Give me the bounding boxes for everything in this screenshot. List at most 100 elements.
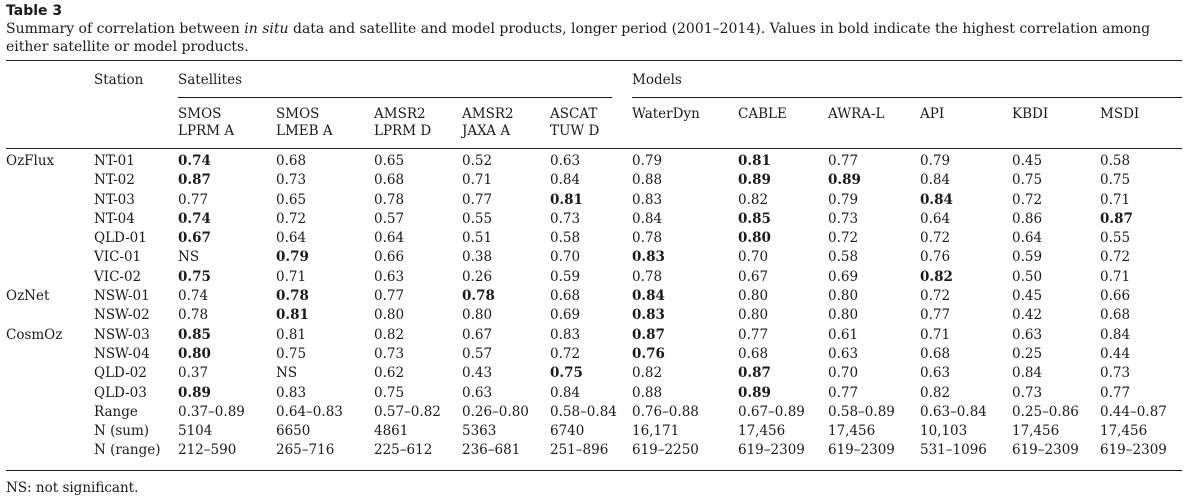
- column-header: API: [920, 100, 1012, 152]
- value-cell: 0.87: [632, 326, 665, 343]
- value-cell: 0.64: [276, 230, 307, 247]
- value-cell: 0.80: [828, 288, 859, 305]
- station-cell: NSW-02: [94, 307, 150, 324]
- value-cell: 0.68: [920, 345, 951, 362]
- value-cell: 0.43: [462, 365, 493, 382]
- value-cell: 0.71: [276, 268, 307, 285]
- value-cell: NS: [276, 365, 298, 382]
- value-cell: 4861: [374, 423, 409, 440]
- value-cell: 0.44–0.87: [1100, 403, 1167, 420]
- station-cell: NSW-04: [94, 345, 150, 362]
- value-cell: 225–612: [374, 442, 433, 459]
- value-cell: 0.88: [632, 172, 663, 189]
- value-cell: 0.87: [178, 172, 211, 189]
- value-cell: 0.26: [462, 268, 493, 285]
- value-cell: 0.75: [1012, 172, 1043, 189]
- network-cell: [6, 345, 94, 364]
- value-cell: 0.79: [920, 153, 951, 169]
- value-cell: 10,103: [920, 423, 968, 440]
- value-cell: 0.57: [374, 210, 405, 227]
- value-cell: 0.80: [738, 230, 771, 247]
- column-header: WaterDyn: [632, 100, 738, 152]
- value-cell: 0.87: [1100, 210, 1133, 227]
- value-cell: 17,456: [828, 423, 876, 440]
- value-cell: 0.64: [374, 230, 405, 247]
- value-cell: 0.75: [550, 365, 583, 382]
- value-cell: 0.82: [374, 326, 405, 343]
- value-cell: 0.83: [632, 191, 663, 208]
- value-cell: 236–681: [462, 442, 521, 459]
- value-cell: 0.84: [920, 191, 953, 208]
- value-cell: 0.89: [828, 172, 861, 189]
- models-rule: [632, 97, 1182, 98]
- network-cell: [6, 441, 94, 460]
- satellites-group-header: Satellites: [178, 72, 243, 88]
- column-header-line1: AMSR2: [462, 106, 514, 122]
- value-cell: 0.76: [632, 345, 665, 362]
- value-cell: 0.37: [178, 365, 209, 382]
- value-cell: 0.58: [550, 230, 581, 247]
- network-cell: [6, 210, 94, 229]
- value-cell: 0.80: [738, 307, 769, 324]
- caption-text-before: Summary of correlation between: [6, 21, 245, 37]
- value-cell: 0.42: [1012, 307, 1043, 324]
- value-cell: 0.73: [1012, 384, 1043, 401]
- column-header-line1: MSDI: [1100, 106, 1140, 122]
- models-group-header: Models: [632, 72, 682, 88]
- column-header-line2: JAXA A: [462, 123, 511, 139]
- value-cell: 0.89: [738, 172, 771, 189]
- column-header-line2: LPRM A: [178, 123, 235, 139]
- value-cell: 0.72: [920, 230, 951, 247]
- network-cell: [6, 229, 94, 248]
- value-cell: 6740: [550, 423, 585, 440]
- station-cell: N (sum): [94, 423, 150, 440]
- network-cell: [6, 268, 94, 287]
- station-cell: NT-03: [94, 191, 135, 208]
- station-cell: N (range): [94, 442, 161, 459]
- value-cell: 0.71: [1100, 268, 1131, 285]
- column-header-line1: CABLE: [738, 106, 787, 122]
- value-cell: 0.75: [276, 345, 307, 362]
- network-cell: [6, 248, 94, 267]
- value-cell: 0.58–0.84: [550, 403, 617, 420]
- table-body: OzFlux NT-01 0.74 0.68 0.65 0.52 0.63 0.79 0.81 0…: [6, 152, 1182, 461]
- footnote: NS: not significant.: [6, 480, 139, 496]
- value-cell: 0.74: [178, 153, 211, 169]
- value-cell: 0.70: [550, 249, 581, 266]
- column-header: MSDI: [1100, 100, 1182, 152]
- value-cell: 0.77: [178, 191, 209, 208]
- value-cell: 0.79: [276, 249, 309, 266]
- value-cell: 0.84: [632, 210, 663, 227]
- table-row: N (sum) 5104 6650 4861 5363 6740 16,171 17,456 1…: [6, 422, 1182, 441]
- value-cell: 0.44: [1100, 345, 1131, 362]
- network-cell: [6, 384, 94, 403]
- correlation-table: Station Satellites Models SMOS LPRM A SMOS…: [6, 68, 1182, 461]
- network-cell: [6, 403, 94, 422]
- value-cell: 0.75: [1100, 172, 1131, 189]
- value-cell: 0.45: [1012, 288, 1043, 305]
- header-rule: [6, 148, 1182, 149]
- value-cell: 0.57: [462, 345, 493, 362]
- station-cell: NSW-01: [94, 288, 150, 305]
- value-cell: 0.71: [462, 172, 493, 189]
- caption-text-after: data and satellite and model products, l…: [6, 21, 1151, 55]
- value-cell: 0.78: [178, 307, 209, 324]
- value-cell: 0.59: [550, 268, 581, 285]
- value-cell: 0.50: [1012, 268, 1043, 285]
- value-cell: 0.66: [1100, 288, 1131, 305]
- value-cell: 0.81: [276, 326, 307, 343]
- value-cell: 0.64–0.83: [276, 403, 343, 420]
- table-row: OzNet NSW-01 0.74 0.78 0.77 0.78 0.68 0.84 0.80 0…: [6, 287, 1182, 306]
- table-label: Table 3: [6, 3, 63, 19]
- value-cell: 0.72: [920, 288, 951, 305]
- value-cell: 0.84: [632, 288, 665, 305]
- network-cell: [6, 171, 94, 190]
- value-cell: 0.81: [738, 153, 771, 169]
- value-cell: 0.69: [550, 307, 581, 324]
- value-cell: 0.80: [178, 345, 211, 362]
- column-header: SMOS LPRM A: [178, 100, 276, 152]
- value-cell: 0.83: [632, 249, 665, 266]
- value-cell: 0.73: [550, 210, 581, 227]
- value-cell: 0.77: [920, 307, 951, 324]
- value-cell: 0.77: [828, 384, 859, 401]
